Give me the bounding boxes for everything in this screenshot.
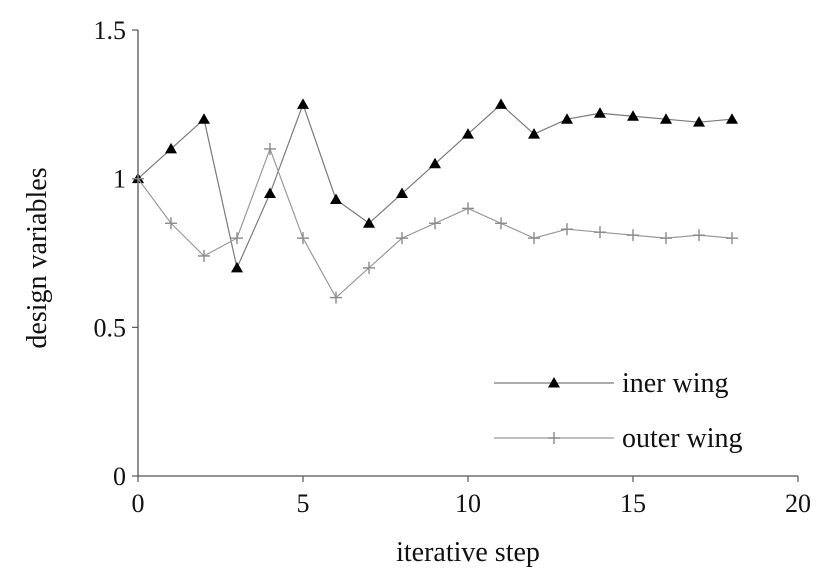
data-point-outer-wing [693,229,705,242]
y-tick-label: 1 [113,165,126,194]
x-tick-label: 15 [620,489,646,518]
data-point-iner-wing [561,113,573,124]
axes: 0 5 10 15 20 0 0.5 1 1.5 [94,16,812,518]
data-point-outer-wing [396,232,408,245]
data-point-iner-wing [363,217,375,228]
x-tick-label: 10 [455,489,481,518]
data-point-iner-wing [198,113,210,124]
legend-label: outer wing [622,423,743,454]
x-axis-title: iterative step [396,537,540,568]
data-point-outer-wing [627,229,639,242]
data-point-iner-wing [462,128,474,139]
data-point-iner-wing [495,98,507,109]
data-point-outer-wing [297,232,309,245]
y-tick-label: 0.5 [94,313,127,342]
y-tick-label: 1.5 [94,16,127,45]
x-tick-label: 0 [132,489,145,518]
x-tick-label: 20 [785,489,811,518]
data-point-outer-wing [594,226,606,239]
series-iner-wing [132,98,738,273]
data-point-iner-wing [627,110,639,121]
legend-item-iner-wing: iner wing [494,368,729,399]
data-point-outer-wing [198,249,210,262]
data-point-iner-wing [297,98,309,109]
data-point-iner-wing [660,113,672,124]
data-point-outer-wing [429,217,441,230]
data-point-iner-wing [693,116,705,127]
series-outer-wing [132,142,738,304]
legend-marker [548,377,560,388]
data-point-iner-wing [330,193,342,204]
data-point-outer-wing [660,232,672,245]
data-point-iner-wing [264,187,276,199]
data-point-iner-wing [429,157,441,169]
data-point-outer-wing [363,261,375,274]
data-point-iner-wing [396,187,408,199]
data-point-outer-wing [528,232,540,245]
legend-marker [548,432,560,444]
data-point-outer-wing [165,217,177,230]
legend-item-outer-wing: outer wing [494,423,743,454]
data-point-iner-wing [726,113,738,124]
data-point-outer-wing [264,142,276,155]
x-tick-label: 5 [297,489,310,518]
legend: iner wing outer wing [494,368,743,454]
data-point-iner-wing [528,128,540,139]
legend-label: iner wing [622,368,729,399]
data-point-iner-wing [165,142,177,154]
data-point-outer-wing [462,202,474,215]
data-point-outer-wing [561,223,573,236]
series-layer [132,98,738,304]
y-axis-title: design variables [22,167,53,348]
data-point-iner-wing [231,261,243,273]
data-point-outer-wing [231,232,243,245]
data-point-outer-wing [330,291,342,304]
data-point-iner-wing [594,107,606,118]
data-point-outer-wing [495,217,507,230]
y-tick-label: 0 [113,462,126,491]
data-point-outer-wing [726,232,738,245]
data-point-outer-wing [132,172,144,185]
